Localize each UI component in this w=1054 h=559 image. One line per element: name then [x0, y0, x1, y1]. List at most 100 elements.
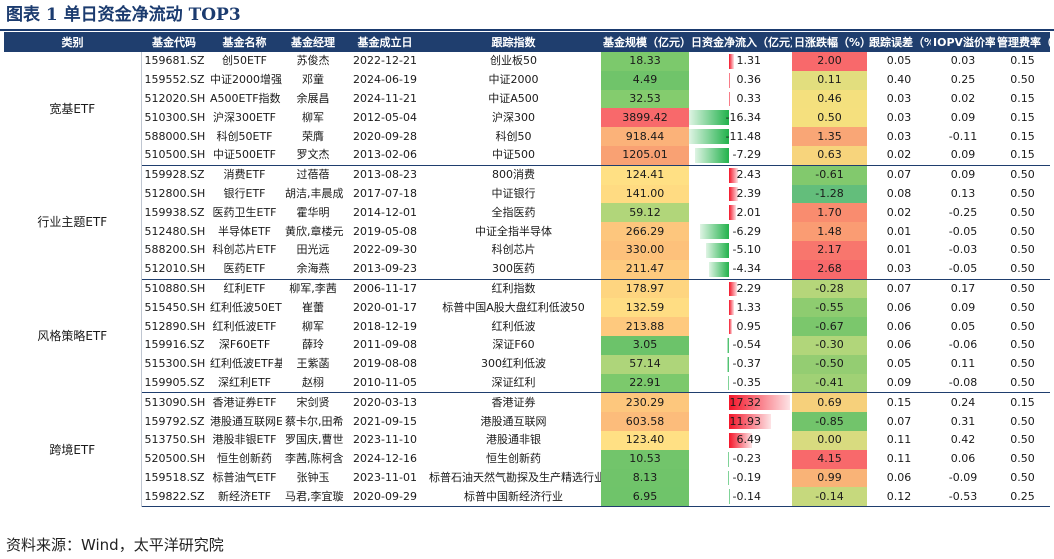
table-row: 159938.SZ 医药卫生ETF 霍华明 2014-12-01 全指医药 59.12 2.… [4, 203, 1050, 223]
management-fee-cell: 0.50 [1010, 243, 1035, 257]
net-flow-cell: -11.48 [689, 127, 792, 146]
code-cell: 159822.SZ [141, 487, 207, 508]
net-flow-bar [709, 261, 730, 277]
daily-change-cell: -0.41 [792, 373, 867, 394]
fund-name-cell: 深F60ETF [218, 338, 271, 352]
tracking-error-cell: 0.06 [886, 338, 912, 352]
management-fee-cell: 0.50 [995, 373, 1050, 394]
fund-scale-cell: 178.97 [601, 279, 689, 299]
net-flow-value: 11.93 [729, 414, 762, 428]
table-row: 宽基ETF 159681.SZ 创50ETF 苏俊杰 2022-12-21 创业板50 18… [4, 52, 1050, 166]
iopv-premium-cell: 0.09 [931, 145, 995, 166]
fund-name-cell: 港股通互联网ETF [210, 414, 282, 428]
code-cell: 515450.SH [144, 300, 206, 314]
code-cell: 159518.SZ [144, 470, 205, 484]
net-flow-cell: -16.34 [689, 108, 792, 127]
net-flow-value: -0.35 [732, 375, 761, 389]
net-flow-bar [729, 54, 734, 69]
daily-change-cell: 2.68 [792, 259, 867, 280]
daily-change-cell: 1.35 [792, 127, 867, 146]
source-note: 资料来源：Wind，太平洋研究院 [6, 536, 224, 554]
fund-name-cell: 红利低波50ETF [210, 300, 282, 314]
iopv-premium-cell: 0.06 [950, 452, 976, 466]
daily-change-cell: 0.46 [792, 89, 867, 109]
code-cell: 588000.SH [144, 129, 206, 143]
manager-cell: 霍华明 [296, 205, 330, 219]
manager-cell: 薛玲 [302, 338, 324, 352]
net-flow-value: -0.19 [732, 470, 761, 484]
table-row: 510500.SH 中证500ETF 罗文杰 2013-02-06 中证500 1205.… [4, 145, 1050, 166]
fund-scale-cell: 32.53 [601, 89, 689, 109]
iopv-premium-cell: 0.24 [950, 395, 976, 409]
inception-date-cell: 2019-05-08 [353, 224, 417, 238]
code-cell: 159552.SZ [144, 73, 205, 87]
inception-date-cell: 2017-07-18 [353, 186, 417, 200]
column-header: IOPV溢价率（%） [931, 32, 995, 52]
daily-change-cell: -0.67 [792, 317, 867, 336]
tracking-error-cell: 0.02 [867, 145, 931, 166]
column-header: 基金名称 [207, 32, 282, 52]
manager-cell: 张钟玉 [296, 470, 330, 484]
table-row: 513750.SH 港股非银ETF 罗国庆,曹世宇 2023-11-10 港股通非银 12… [4, 430, 1050, 450]
manager-cell: 李茜,陈柯含 [285, 452, 344, 466]
iopv-premium-cell: -0.25 [948, 205, 978, 219]
net-flow-cell: 6.49 [689, 431, 792, 450]
tracking-index-cell: 港股通互联网 [480, 414, 547, 428]
code-cell: 159938.SZ [144, 205, 205, 219]
net-flow-cell: -0.37 [689, 355, 792, 374]
fund-scale-cell: 123.40 [601, 430, 689, 450]
net-flow-cell: -4.34 [689, 259, 792, 280]
net-flow-value: 0.33 [736, 91, 762, 105]
net-flow-bar [729, 167, 738, 183]
inception-date-cell: 2023-11-10 [353, 433, 417, 447]
management-fee-cell: 0.50 [995, 259, 1050, 280]
net-flow-cell: 2.01 [689, 203, 792, 222]
table-row: 159518.SZ 标普油气ETF 张钟玉 2023-11-01 标普石油天然气勘探及生… [4, 468, 1050, 488]
table-row: 512020.SH A500ETF指数 余展昌 2024-11-21 中证A500 32.… [4, 89, 1050, 109]
column-header: 基金代码 [141, 32, 207, 52]
table-row: 512480.SH 半导体ETF 黄欣,章楼元 2019-05-08 中证全指半导体 26… [4, 222, 1050, 241]
tracking-error-cell: 0.12 [867, 487, 931, 508]
management-fee-cell: 0.15 [1010, 91, 1035, 105]
management-fee-cell: 0.50 [1010, 224, 1035, 238]
column-header: 日涨跌幅（%） [792, 32, 867, 52]
daily-change-cell: 4.15 [792, 449, 867, 469]
tracking-index-cell: 中证A500 [488, 91, 539, 105]
inception-date-cell: 2020-09-28 [353, 129, 417, 143]
inception-date-cell: 2021-09-15 [353, 414, 417, 428]
net-flow-value: 2.39 [736, 186, 762, 200]
category-cell: 跨境ETF [4, 392, 142, 507]
net-flow-value: -0.37 [732, 357, 761, 371]
fund-name-cell: 港股非银ETF [212, 433, 277, 447]
table-row: 515450.SH 红利低波50ETF 崔蕾 2020-01-17 标普中国A股大盘红利… [4, 298, 1050, 318]
tracking-index-cell: 恒生创新药 [486, 452, 541, 466]
net-flow-value: -0.54 [732, 338, 761, 352]
inception-date-cell: 2013-08-23 [353, 168, 417, 182]
tracking-index-cell: 香港证券 [491, 395, 536, 409]
manager-cell: 赵栩 [282, 373, 344, 394]
manager-cell: 黄欣,章楼元 [285, 224, 344, 238]
code-cell: 512800.SH [144, 186, 206, 200]
code-cell: 588200.SH [144, 243, 206, 257]
manager-cell: 宋剑贤 [296, 395, 330, 409]
fund-name-cell: 标普油气ETF [212, 470, 277, 484]
fund-name-cell: 红利低波ETF [212, 319, 277, 333]
manager-cell: 邓童 [302, 73, 324, 87]
iopv-premium-cell: 0.13 [950, 186, 976, 200]
tracking-error-cell: 0.02 [886, 205, 912, 219]
table-row: 行业主题ETF 159928.SZ 消费ETF 过蓓蓓 2013-08-23 800消费 1… [4, 165, 1050, 280]
fund-name-cell: 中证500ETF [207, 145, 282, 166]
column-header: 基金成立日 [344, 32, 426, 52]
iopv-premium-cell: -0.11 [948, 129, 978, 143]
tracking-error-cell: 0.11 [886, 452, 912, 466]
net-flow-cell: 2.39 [689, 185, 792, 204]
manager-cell: 苏俊杰 [296, 54, 330, 68]
table-row: 520500.SH 恒生创新药 李茜,陈柯含 2024-12-16 恒生创新药 10.53… [4, 449, 1050, 469]
fund-scale-cell: 266.29 [601, 222, 689, 241]
daily-change-cell: -0.30 [792, 335, 867, 355]
inception-date-cell: 2022-09-30 [353, 243, 417, 257]
fund-name-cell: 香港证券ETF [212, 395, 277, 409]
management-fee-cell: 0.50 [1010, 186, 1035, 200]
column-header: 跟踪误差（%） [867, 32, 931, 52]
category-cell: 行业主题ETF [4, 165, 142, 280]
